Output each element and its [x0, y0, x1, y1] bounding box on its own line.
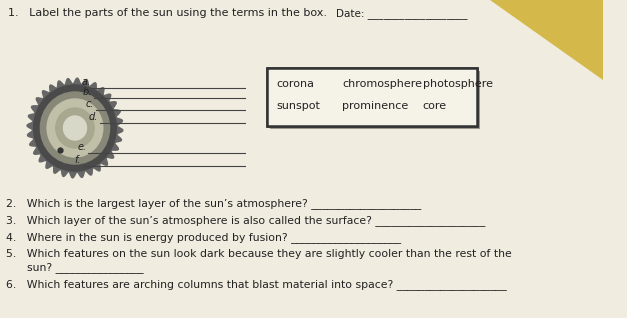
Text: 6.   Which features are arching columns that blast material into space? ________: 6. Which features are arching columns th… — [6, 279, 507, 290]
Circle shape — [63, 116, 87, 140]
FancyBboxPatch shape — [267, 68, 477, 126]
Text: f.: f. — [75, 155, 81, 165]
FancyBboxPatch shape — [0, 0, 603, 318]
Text: photosphere: photosphere — [423, 79, 493, 89]
Text: 2.   Which is the largest layer of the sun’s atmosphere? ____________________: 2. Which is the largest layer of the sun… — [6, 198, 421, 209]
FancyBboxPatch shape — [270, 71, 480, 129]
Text: corona: corona — [277, 79, 315, 89]
Text: chromosphere: chromosphere — [342, 79, 422, 89]
Text: e.: e. — [77, 142, 87, 152]
FancyBboxPatch shape — [267, 68, 477, 126]
Text: 4.   Where in the sun is energy produced by fusion? ____________________: 4. Where in the sun is energy produced b… — [6, 232, 401, 243]
Text: sun? ________________: sun? ________________ — [6, 262, 144, 273]
Text: sunspot: sunspot — [277, 101, 320, 111]
Polygon shape — [490, 0, 603, 80]
Text: 5.   Which features on the sun look dark because they are slightly cooler than t: 5. Which features on the sun look dark b… — [6, 249, 512, 259]
Circle shape — [34, 85, 116, 171]
Circle shape — [40, 92, 110, 164]
Text: 3.   Which layer of the sun’s atmosphere is also called the surface? ___________: 3. Which layer of the sun’s atmosphere i… — [6, 215, 485, 226]
Text: 1.   Label the parts of the sun using the terms in the box.: 1. Label the parts of the sun using the … — [8, 8, 327, 18]
Text: c.: c. — [86, 99, 94, 109]
Text: a.: a. — [82, 77, 90, 87]
Polygon shape — [27, 78, 123, 178]
Text: core: core — [423, 101, 447, 111]
Circle shape — [47, 99, 103, 157]
Polygon shape — [490, 0, 603, 80]
Circle shape — [56, 108, 94, 148]
Text: prominence: prominence — [342, 101, 408, 111]
Text: b.: b. — [83, 87, 92, 97]
Text: d.: d. — [88, 112, 98, 122]
Text: Date: ___________________: Date: ___________________ — [336, 8, 468, 19]
